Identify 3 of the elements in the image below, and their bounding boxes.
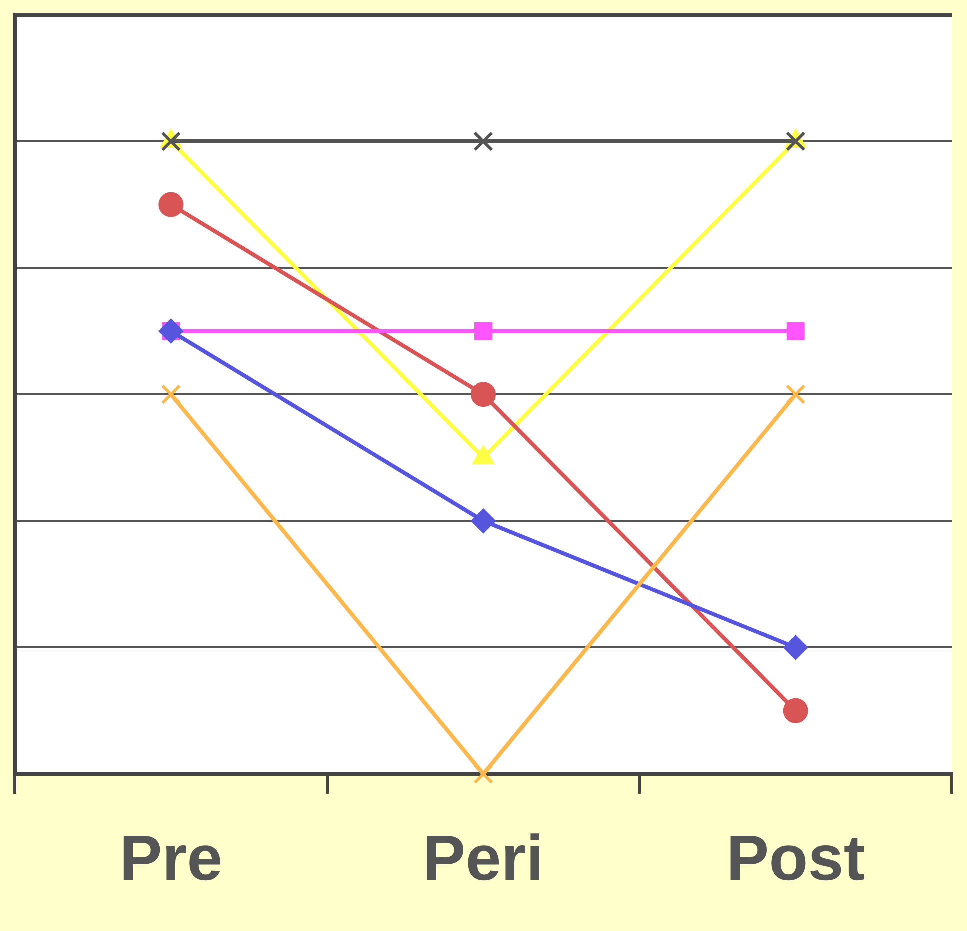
x-tick-label: Pre [120, 822, 223, 894]
x-tick-label: Peri [423, 822, 544, 894]
x-tick-label: Post [726, 822, 866, 894]
